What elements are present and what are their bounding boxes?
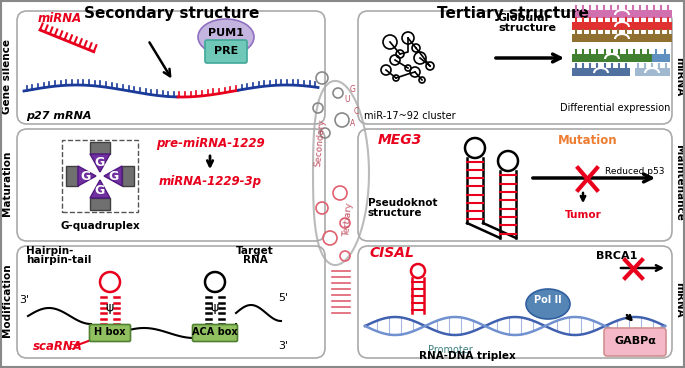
Ellipse shape (198, 19, 254, 55)
Polygon shape (90, 142, 110, 154)
Polygon shape (90, 154, 110, 172)
Text: H box: H box (95, 327, 126, 337)
Text: Maturation: Maturation (2, 150, 12, 216)
Ellipse shape (526, 289, 570, 319)
Bar (62, 140, 138, 212)
Text: G: G (350, 85, 356, 95)
Polygon shape (90, 198, 110, 210)
Text: Hairpin-: Hairpin- (26, 246, 73, 256)
FancyBboxPatch shape (604, 328, 666, 356)
Text: miRNA: miRNA (38, 11, 82, 25)
Text: ψ: ψ (106, 301, 114, 315)
Text: miR-17~92 cluster: miR-17~92 cluster (364, 111, 456, 121)
Text: G: G (95, 184, 105, 197)
Polygon shape (66, 166, 78, 186)
Polygon shape (90, 180, 110, 198)
Text: BRCA1: BRCA1 (596, 251, 637, 261)
Text: Secondary: Secondary (314, 119, 327, 167)
Text: GABPα: GABPα (614, 336, 656, 346)
Bar (572, 68, 630, 76)
Text: Modification: Modification (2, 263, 12, 337)
Text: Target: Target (236, 246, 274, 256)
Text: CISAL: CISAL (370, 246, 415, 260)
Text: pre-miRNA-1229: pre-miRNA-1229 (155, 137, 264, 149)
Text: Tumor: Tumor (564, 210, 601, 220)
Text: RNA: RNA (242, 255, 267, 265)
Polygon shape (122, 166, 134, 186)
Text: Pol II: Pol II (534, 295, 562, 305)
Text: C: C (353, 107, 359, 117)
Text: Tertiary structure: Tertiary structure (437, 6, 589, 21)
Text: Tertiary: Tertiary (342, 203, 354, 237)
Text: RNA-DNA triplex: RNA-DNA triplex (419, 351, 515, 361)
Text: Pseudoknot: Pseudoknot (368, 198, 438, 208)
Text: ACA box: ACA box (192, 327, 238, 337)
FancyBboxPatch shape (90, 325, 131, 342)
Text: G: G (109, 170, 119, 183)
Text: MEG3: MEG3 (378, 133, 422, 147)
Text: Reduced p53: Reduced p53 (605, 167, 664, 177)
Text: Differential expression: Differential expression (560, 103, 670, 113)
Bar (572, 34, 672, 42)
Text: 5': 5' (278, 293, 288, 303)
Bar (652, 54, 670, 62)
Text: mRNA: mRNA (674, 282, 684, 318)
Text: ψ: ψ (211, 301, 219, 315)
Text: PUM1: PUM1 (208, 28, 244, 38)
Text: Gene silence: Gene silence (2, 39, 12, 114)
Text: Secondary structure: Secondary structure (84, 6, 260, 21)
Text: 5': 5' (69, 341, 79, 351)
Text: 3': 3' (19, 295, 29, 305)
FancyBboxPatch shape (192, 325, 238, 342)
Bar (635, 68, 670, 76)
Text: Promoter: Promoter (427, 345, 473, 355)
Text: Maintenance: Maintenance (674, 145, 684, 221)
Text: A: A (350, 120, 356, 128)
Text: G: G (95, 156, 105, 169)
Text: structure: structure (498, 23, 556, 33)
Text: G-quadruplex: G-quadruplex (60, 221, 140, 231)
Text: scaRNA: scaRNA (33, 340, 83, 353)
Text: 3': 3' (278, 341, 288, 351)
Text: miRNA: miRNA (674, 57, 684, 97)
Text: PRE: PRE (214, 46, 238, 56)
Text: U: U (345, 96, 350, 105)
Text: G: G (81, 170, 91, 183)
Bar (572, 22, 672, 30)
Bar (572, 54, 652, 62)
Text: p27 mRNA: p27 mRNA (26, 111, 92, 121)
Bar (572, 10, 672, 18)
Text: Globular: Globular (498, 13, 551, 23)
Polygon shape (104, 166, 122, 186)
Text: Mutation: Mutation (558, 134, 618, 146)
Text: miRNA-1229-3p: miRNA-1229-3p (158, 176, 262, 188)
Text: hairpin-tail: hairpin-tail (26, 255, 91, 265)
Polygon shape (78, 166, 96, 186)
FancyBboxPatch shape (205, 40, 247, 63)
Text: structure: structure (368, 208, 423, 218)
